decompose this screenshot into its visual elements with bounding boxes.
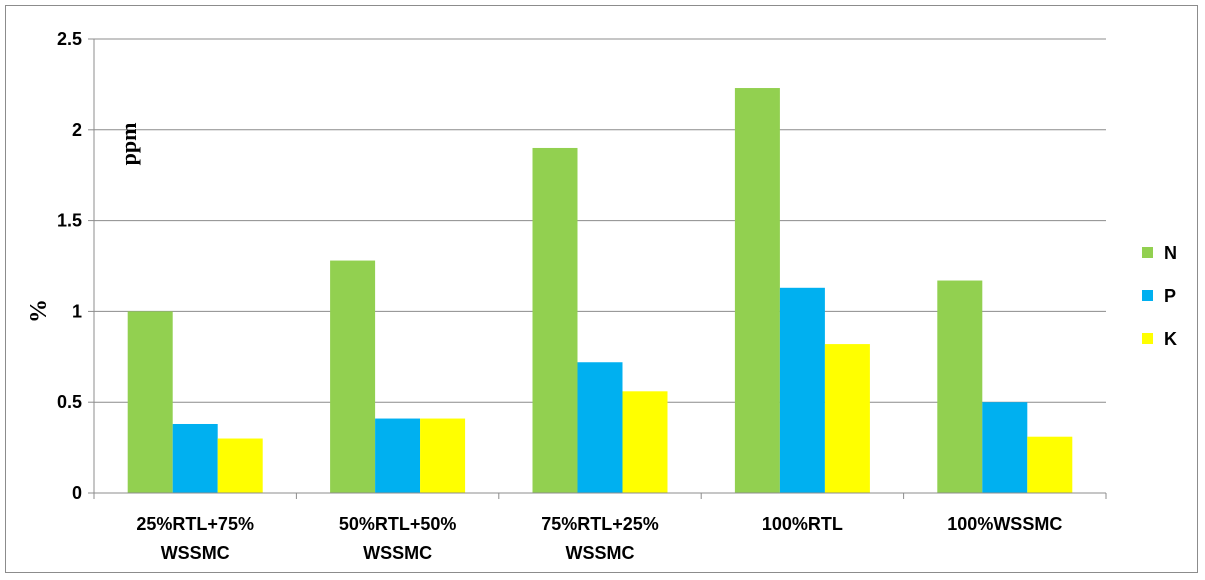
bar-p	[982, 402, 1028, 493]
x-axis-categories: 25%RTL+75% WSSMC 50%RTL+50% WSSMC 75%RTL+25%…	[136, 514, 1062, 563]
bar-n	[532, 147, 578, 493]
bar-chart: 0 0.5 1 1.5 2 2.5 25%RTL+75% WSSMC 50%RTL+50% WS…	[26, 29, 1177, 563]
bar-p	[172, 423, 218, 493]
axes	[93, 39, 1107, 499]
chart-frame: 0 0.5 1 1.5 2 2.5 25%RTL+75% WSSMC 50%RTL+50% WS…	[5, 5, 1198, 573]
legend-swatch-k	[1142, 333, 1153, 344]
legend-label-k: K	[1164, 329, 1177, 349]
bar-k	[622, 391, 668, 493]
legend-label-n: N	[1164, 243, 1177, 263]
x-category-label: 100%WSSMC	[947, 514, 1062, 534]
bar-p	[577, 362, 623, 493]
y-tick-label: 1.5	[57, 211, 82, 231]
unit-annotation: ppm	[116, 123, 141, 166]
legend: N P K	[1142, 243, 1177, 349]
y-tick-label: 0.5	[57, 392, 82, 412]
x-category-label: 50%RTL+50% WSSMC	[339, 514, 457, 563]
bar-k	[824, 344, 870, 493]
bar-k	[420, 418, 466, 493]
y-tick-label: 1	[72, 301, 82, 321]
y-axis-label: %	[26, 299, 52, 323]
x-category-label: 100%RTL	[762, 514, 843, 534]
legend-swatch-n	[1142, 247, 1153, 258]
y-axis-ticks: 0 0.5 1 1.5 2 2.5	[57, 29, 94, 503]
x-category-label: 25%RTL+75% WSSMC	[136, 514, 254, 563]
legend-swatch-p	[1142, 290, 1153, 301]
x-category-label: 75%RTL+25% WSSMC	[541, 514, 659, 563]
bar-p	[375, 418, 421, 493]
bar-n	[937, 280, 983, 493]
y-tick-label: 2.5	[57, 29, 82, 49]
bar-n	[734, 88, 780, 494]
bars	[127, 88, 1073, 494]
bar-n	[330, 260, 376, 493]
y-tick-label: 2	[72, 120, 82, 140]
bar-k	[1027, 436, 1073, 493]
legend-label-p: P	[1164, 286, 1176, 306]
bar-k	[217, 438, 263, 493]
y-tick-label: 0	[72, 483, 82, 503]
bar-p	[779, 287, 825, 493]
bar-n	[127, 311, 173, 493]
